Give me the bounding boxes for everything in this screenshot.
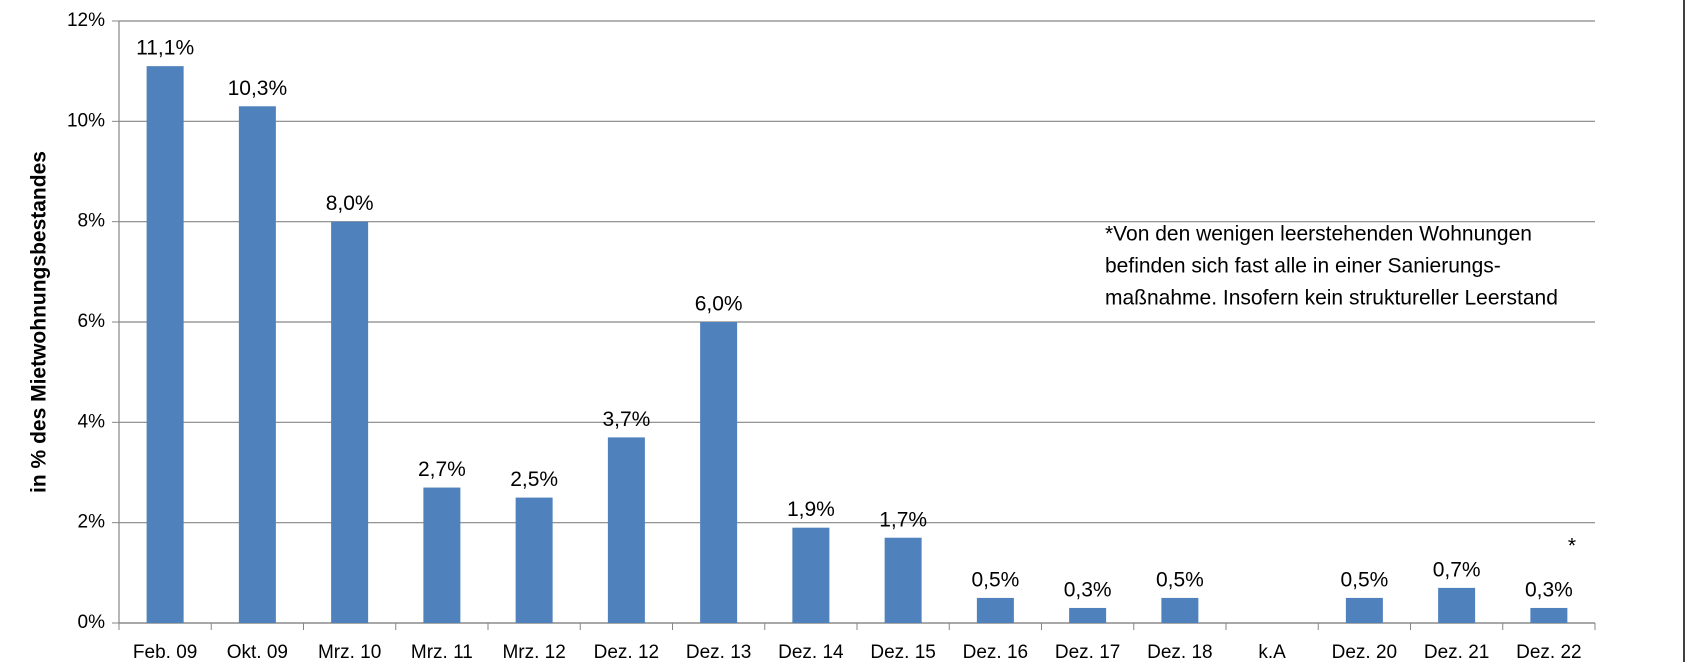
bar	[1345, 597, 1383, 623]
y-tick-label: 10%	[67, 110, 105, 131]
value-label: 0,5%	[1156, 568, 1204, 591]
x-tick-label: Dez. 21	[1424, 642, 1489, 662]
y-tick-label: 6%	[78, 311, 106, 332]
bar	[238, 106, 276, 624]
value-label: 8,0%	[326, 192, 374, 215]
y-tick-label: 2%	[78, 512, 106, 533]
value-label: 2,7%	[418, 458, 466, 481]
value-label: 3,7%	[602, 408, 650, 431]
bar	[515, 497, 553, 623]
annotation: befinden sich fast alle in einer Sanieru…	[1105, 255, 1501, 278]
annotation: *Von den wenigen leerstehenden Wohnungen	[1105, 223, 1532, 246]
x-tick-label: k.A	[1258, 642, 1286, 662]
y-tick-label: 4%	[78, 411, 106, 432]
x-tick-label: Okt. 09	[227, 642, 288, 662]
y-tick-label: 0%	[78, 612, 106, 633]
annotation-asterisk: *	[1568, 535, 1576, 558]
bar	[423, 487, 461, 623]
value-label: 10,3%	[228, 77, 288, 100]
value-label: 11,1%	[136, 37, 194, 60]
x-tick-label: Dez. 15	[870, 642, 935, 662]
x-tick-label: Mrz. 11	[411, 642, 473, 662]
bar	[1530, 607, 1568, 623]
bar	[700, 322, 738, 623]
x-tick-label: Dez. 16	[963, 642, 1028, 662]
bar	[146, 66, 184, 623]
x-tick-label: Dez. 13	[686, 642, 751, 662]
annotation: maßnahme. Insofern kein struktureller Le…	[1105, 287, 1558, 310]
bar	[976, 597, 1014, 623]
bar	[331, 221, 369, 623]
bar	[1161, 597, 1199, 623]
value-label: 6,0%	[695, 293, 743, 316]
value-label: 0,7%	[1433, 558, 1481, 581]
value-label: 2,5%	[510, 468, 558, 491]
value-label: 0,3%	[1525, 578, 1573, 601]
value-label: 1,9%	[787, 498, 835, 521]
x-tick-label: Dez. 17	[1055, 642, 1120, 662]
y-axis-label: in % des Mietwohnungsbestandes	[28, 151, 51, 493]
x-tick-label: Dez. 22	[1516, 642, 1581, 662]
x-tick-label: Mrz. 12	[502, 642, 565, 662]
bar	[1069, 607, 1107, 623]
value-label: 0,5%	[1340, 568, 1388, 591]
bar	[792, 527, 830, 623]
x-tick-label: Dez. 14	[778, 642, 844, 662]
x-tick-label: Feb. 09	[133, 642, 197, 662]
y-tick-label: 8%	[78, 211, 106, 232]
x-tick-label: Dez. 18	[1147, 642, 1212, 662]
value-label: 1,7%	[879, 508, 927, 531]
y-tick-label: 12%	[67, 10, 105, 31]
bar	[1438, 587, 1476, 623]
x-tick-label: Mrz. 10	[318, 642, 381, 662]
x-tick-label: Dez. 12	[594, 642, 659, 662]
bar	[607, 437, 645, 623]
bar	[884, 537, 922, 623]
value-label: 0,5%	[971, 568, 1019, 591]
value-label: 0,3%	[1064, 578, 1112, 601]
x-tick-label: Dez. 20	[1332, 642, 1397, 662]
